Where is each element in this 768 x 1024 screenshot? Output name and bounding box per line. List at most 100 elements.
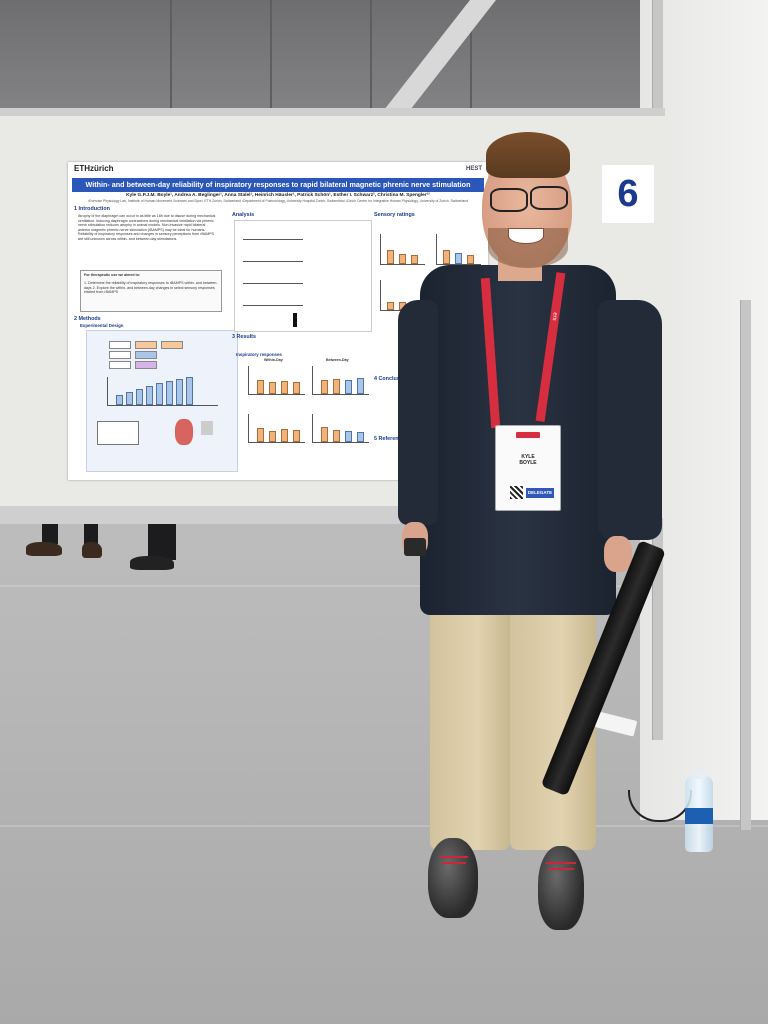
background-leg [84,522,98,544]
water-bottle-cap [692,770,706,779]
bar [156,383,163,405]
introduction-text: Atrophy of the diaphragm can occur in as… [78,214,216,241]
hest-logo: HEST [465,166,482,172]
trace [243,261,303,262]
right-shoe [538,846,584,930]
measurement-device [97,421,139,445]
background-shoe [130,556,174,570]
bar [176,379,183,405]
wall-panel [540,0,642,120]
wristwatch [404,538,426,556]
badge-qr-code [510,486,523,499]
box [293,382,300,394]
design-flow-box [109,341,131,349]
floor-seam [0,585,768,587]
section-results: 3 Results [232,334,256,340]
design-flow-box [135,361,157,369]
glasses-right-lens [530,186,568,210]
right-shoe-lace [548,868,574,870]
left-sleeve [398,300,438,525]
stimulation-bar-chart [107,377,218,406]
box [333,379,340,394]
box [281,381,288,394]
box [345,380,352,394]
aims-text: 1. Determine the reliability of inspirat… [84,281,218,295]
wall-panel [370,0,472,120]
hair [486,132,570,178]
subplot-within-day: Within-Day [264,358,283,362]
box [467,255,474,264]
box [293,430,300,442]
section-methods: 2 Methods [74,316,101,322]
aims-title: For therapeutic use we aimed to: [84,273,141,277]
background-leg [42,522,58,544]
wall-panel [170,0,272,120]
badge-first-name: KYLE [521,454,535,460]
box [257,428,264,442]
lanyard-print: ers [550,311,558,321]
subplot-between-day: Between-Day [326,358,349,362]
design-flow-box [135,351,157,359]
section-analysis: Analysis [232,212,255,218]
water-bottle-label [685,808,713,824]
right-shoe-lace [546,862,576,864]
boxplot-between-1 [312,366,369,395]
analysis-traces [234,220,372,332]
poster-affiliations: ¹Exercise Physiology Lab, Institute of H… [87,199,469,203]
eth-logo: ETHzürich [74,164,114,173]
badge-role: DELEGATE [526,488,554,498]
design-flow-box [161,341,183,349]
box [357,432,364,442]
badge-name: KYLE BOYLE [496,454,560,466]
left-shoe-lace [440,856,468,858]
lungs-illustration [175,419,193,445]
design-flow-box [109,351,131,359]
box [257,380,264,394]
box [443,250,450,264]
box [269,431,276,442]
board-number-sign: 6 [602,165,654,223]
right-hand [604,536,632,572]
background-shoe [26,542,62,556]
box [333,430,340,442]
box [269,382,276,394]
floor-seam [0,825,768,827]
box [321,427,328,442]
smile [508,228,544,244]
box [411,255,418,264]
trace [243,305,303,306]
boxplot-within-1 [248,366,305,395]
poster-logo-row: ETHzürich HEST [74,164,482,178]
subsection-experimental-design: Experimental Design [80,323,124,328]
boxplot-within-2 [248,414,305,443]
box [321,380,328,394]
bar [116,395,123,405]
background-shoe [82,542,102,558]
box [387,302,394,310]
bar [166,381,173,405]
wall-panel [70,0,172,120]
design-flow-box [109,361,131,369]
sensory-plot-1 [380,234,425,265]
bar [186,377,193,405]
subsection-inspiratory-responses: Inspiratory responses [236,352,282,357]
background-leg [148,518,176,560]
wall-panel [270,0,372,120]
booth-pole [740,300,751,830]
section-introduction: 1 Introduction [74,206,110,212]
glasses-left-lens [490,188,528,212]
trace [243,283,303,284]
box [387,250,394,264]
left-shoe-lace [442,862,466,864]
design-flow-box [135,341,157,349]
box [399,254,406,264]
stim-marker [293,313,297,327]
trace [243,239,303,240]
box [281,429,288,442]
poster-authors: Kyle G.P.J.M. Boyle¹, Andrea A. Beglinge… [126,193,430,198]
badge-last-name: BOYLE [519,460,537,466]
left-leg [430,585,510,850]
box [455,253,462,264]
poster-title: Within- and between-day reliability of i… [72,178,484,192]
badge-logo [516,432,540,438]
